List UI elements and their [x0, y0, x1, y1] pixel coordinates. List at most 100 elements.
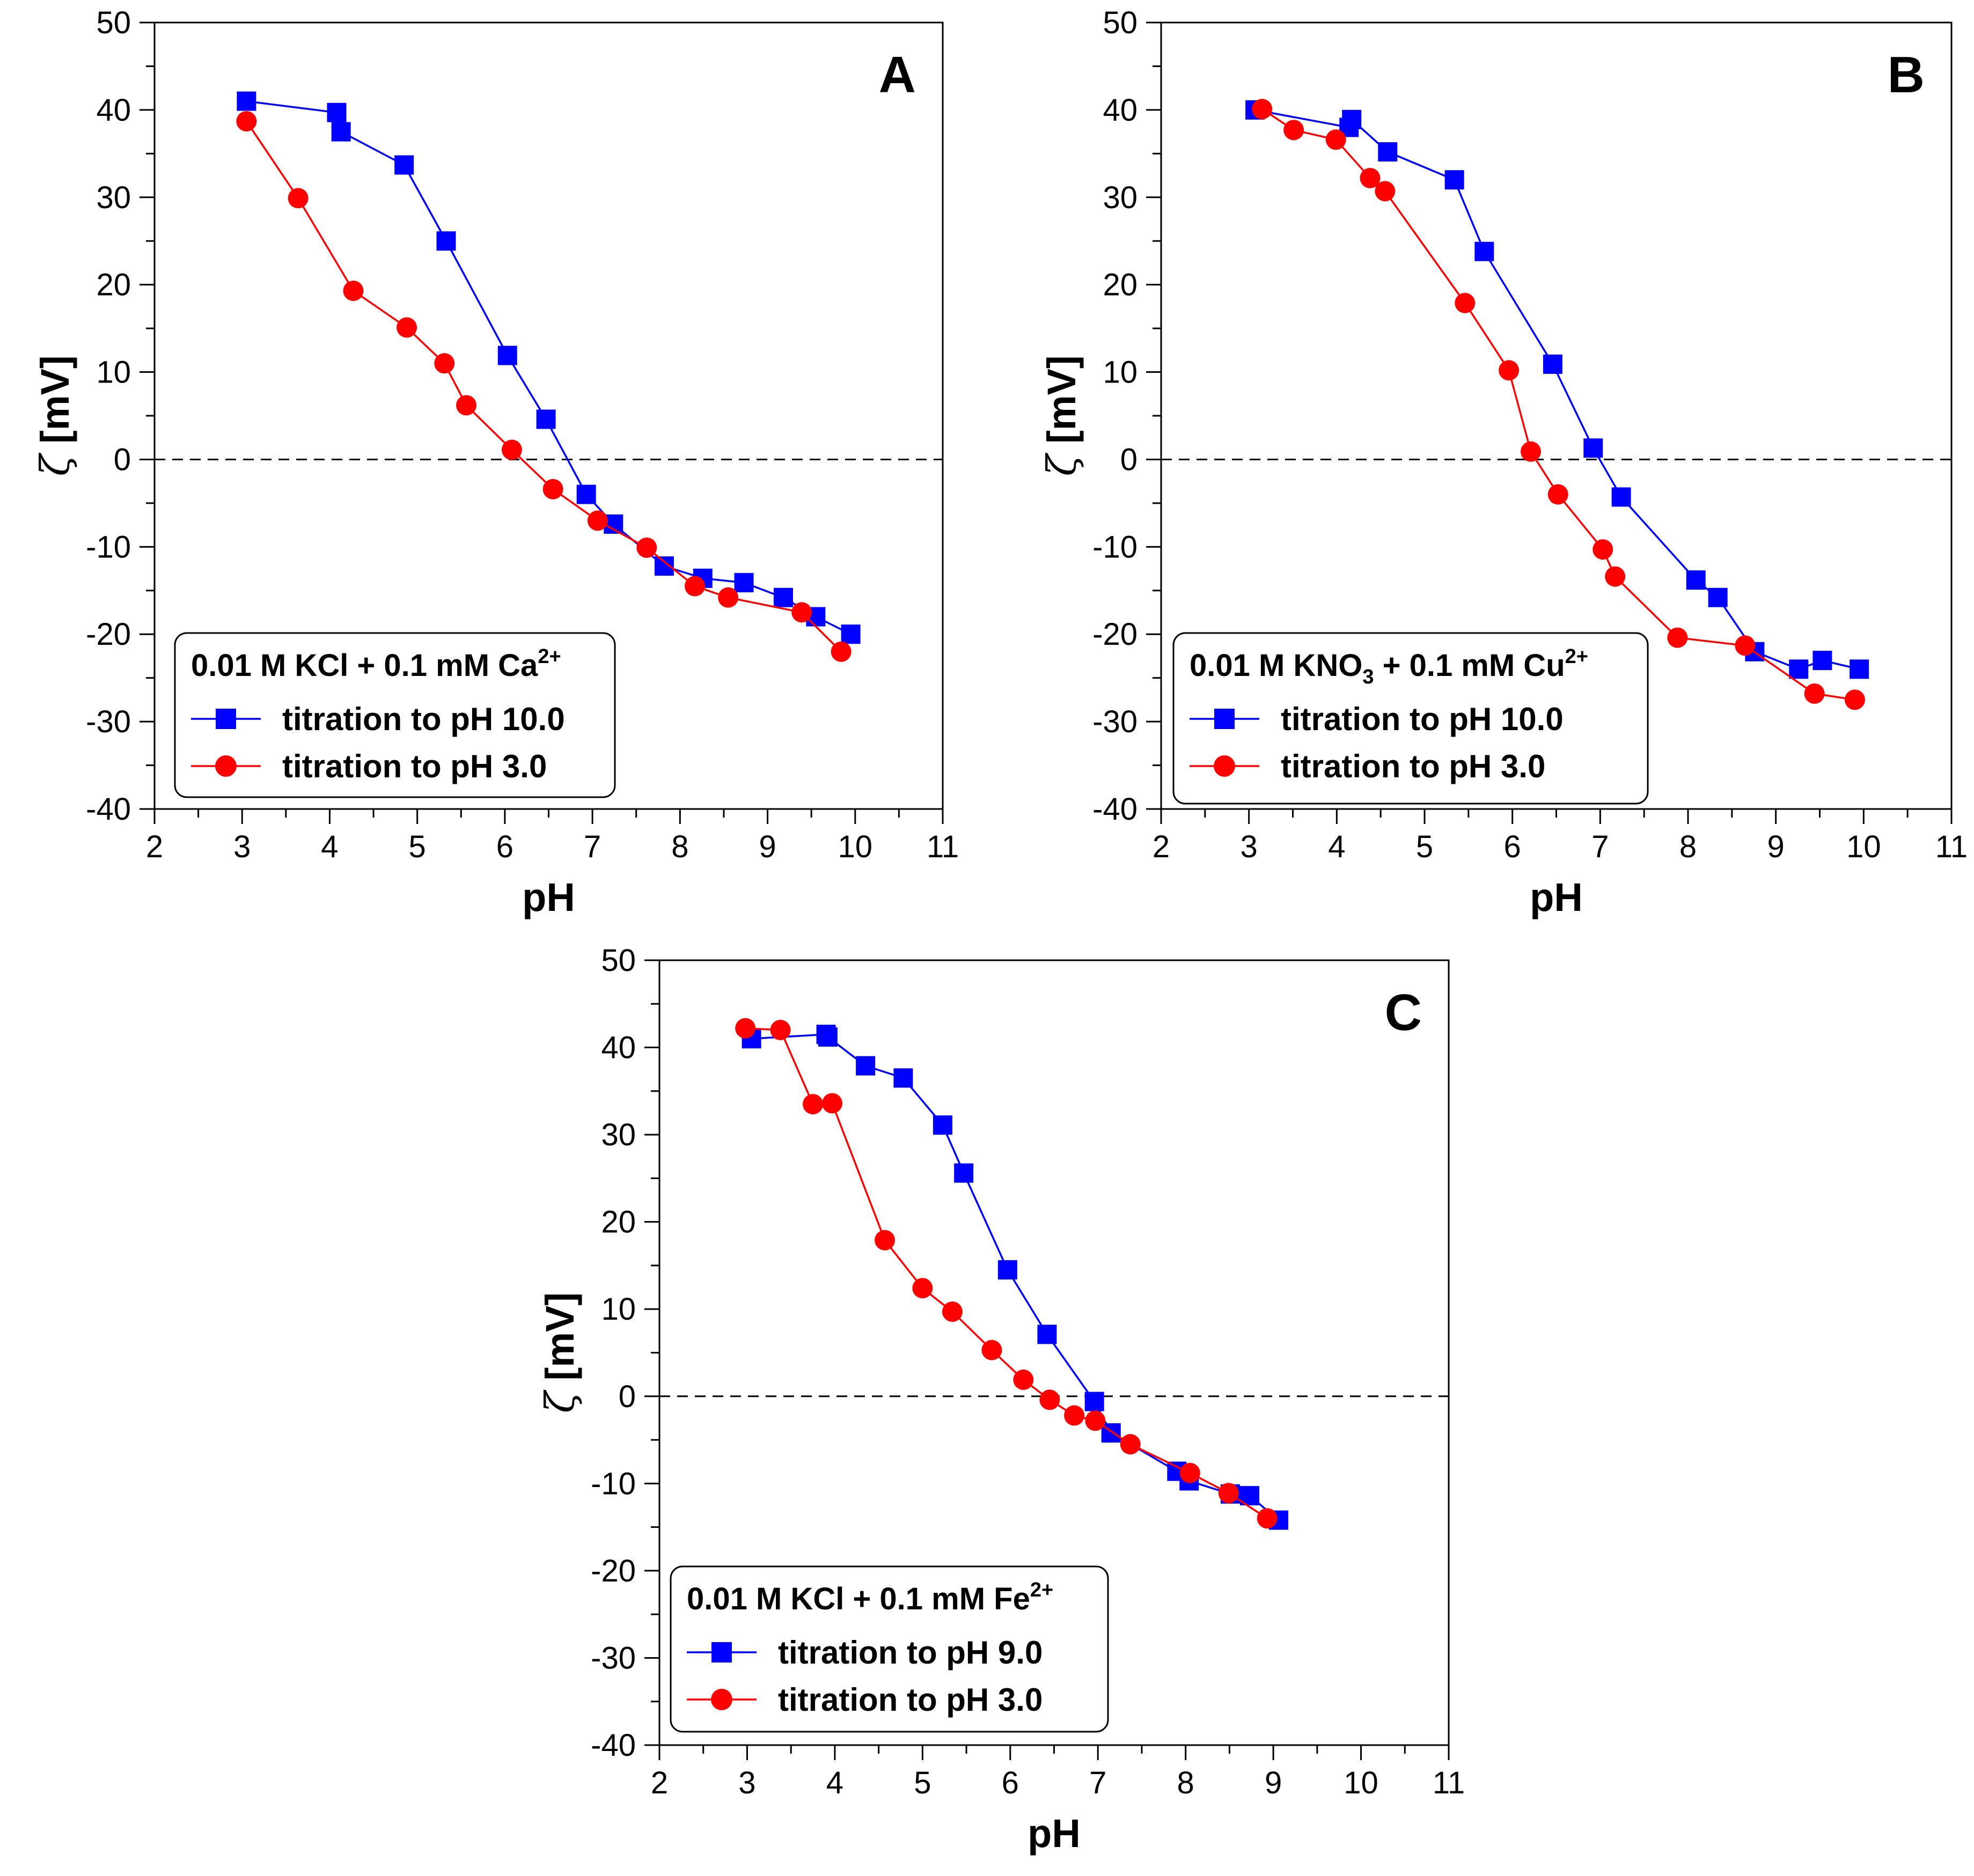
data-point-circle: [685, 576, 706, 597]
data-point-square: [1583, 438, 1603, 458]
data-point-circle: [1039, 1389, 1060, 1410]
legend-marker-square: [1214, 709, 1235, 729]
panel-letter: A: [879, 46, 916, 104]
y-tick-label: 0: [114, 442, 131, 477]
data-point-square: [818, 1027, 838, 1047]
legend-entry: titration to pH 9.0: [687, 1635, 1043, 1671]
data-point-square: [331, 122, 351, 142]
x-tick-label: 7: [584, 829, 601, 864]
y-axis-symbol: ζ: [32, 453, 78, 476]
legend-title-text: 0.01 M KCl + 0.1 mM Ca: [191, 648, 538, 683]
legend-box: 0.01 M KNO3 + 0.1 mM Cu2+ titration to pH…: [1172, 632, 1649, 805]
series-line: [245, 121, 842, 653]
legend-label: titration to pH 3.0: [282, 748, 547, 784]
y-axis-title: ζ [mV]: [1039, 355, 1085, 476]
data-point-square: [394, 155, 414, 175]
data-point-circle: [942, 1301, 963, 1322]
data-point-circle: [1179, 1462, 1200, 1483]
legend-title-subscript: 3: [1362, 666, 1374, 688]
legend-frame: [174, 632, 616, 798]
x-axis-title: pH: [522, 875, 575, 919]
data-point-circle: [912, 1278, 933, 1299]
legend-box: 0.01 M KCl + 0.1 mM Fe2+ titration to pH …: [670, 1565, 1109, 1733]
series-red: [236, 111, 852, 662]
x-tick-label: 4: [1328, 829, 1345, 864]
y-axis-title: ζ [mV]: [537, 1292, 583, 1413]
y-axis-unit: [mV]: [538, 1292, 582, 1392]
y-tick-label: 40: [601, 1031, 636, 1065]
data-point-circle: [875, 1230, 896, 1250]
x-tick-label: 4: [321, 829, 338, 864]
x-tick-label: 4: [826, 1765, 843, 1800]
data-point-circle: [1013, 1369, 1034, 1390]
y-tick-label: -30: [591, 1640, 636, 1675]
data-point-circle: [803, 1094, 824, 1115]
data-point-square: [1474, 241, 1494, 261]
y-tick-label: -20: [591, 1554, 636, 1588]
series-blue: [1245, 100, 1869, 679]
data-point-circle: [1499, 360, 1520, 381]
legend-title: 0.01 M KCl + 0.1 mM Fe2+: [687, 1579, 1053, 1616]
series-line: [1261, 108, 1855, 701]
y-tick-label: 10: [96, 355, 131, 390]
legend-frame: [1172, 632, 1649, 805]
data-point-circle: [1667, 627, 1688, 648]
series-blue: [237, 91, 861, 644]
x-tick-label: 11: [1935, 829, 1968, 864]
x-tick-label: 9: [759, 829, 776, 864]
x-tick-label: 3: [1241, 829, 1258, 864]
series-line: [246, 100, 852, 635]
x-tick-label: 11: [927, 829, 959, 864]
data-point-circle: [1455, 292, 1476, 313]
data-point-square: [1342, 109, 1362, 129]
data-point-circle: [501, 439, 522, 460]
x-tick-label: 2: [1153, 829, 1170, 864]
x-tick-label: 10: [1344, 1765, 1378, 1800]
y-tick-label: -20: [1092, 617, 1138, 652]
data-point-circle: [791, 602, 812, 623]
data-point-circle: [587, 510, 608, 531]
x-tick-label: 8: [671, 829, 688, 864]
data-point-circle: [1375, 181, 1396, 202]
data-point-square: [1686, 570, 1706, 590]
data-point-circle: [735, 1018, 756, 1039]
y-tick-label: 30: [601, 1117, 636, 1152]
y-tick-label: -40: [1092, 792, 1138, 827]
data-point-circle: [718, 587, 739, 608]
legend-title-superscript: 2+: [1030, 1579, 1053, 1601]
chart-panel-b: 2 3 4 5 6 7 8 9 10 11 -40 -30 -20 -10 0 10 20 30 40 50 pH ζ […: [1039, 5, 1968, 919]
legend-marker-square: [216, 709, 236, 729]
data-point-circle: [770, 1020, 791, 1041]
x-tick-label: 6: [1504, 829, 1521, 864]
x-tick-label: 6: [496, 829, 513, 864]
data-point-circle: [981, 1340, 1002, 1360]
data-point-circle: [831, 641, 852, 662]
data-point-square: [841, 624, 861, 644]
data-point-circle: [1325, 129, 1346, 150]
legend-title: 0.01 M KNO3 + 0.1 mM Cu2+: [1190, 645, 1588, 688]
x-tick-label: 10: [1846, 829, 1881, 864]
legend-label: titration to pH 9.0: [778, 1635, 1043, 1671]
series-red: [1252, 99, 1865, 710]
legend-marker-circle: [215, 755, 237, 777]
data-point-circle: [456, 395, 477, 416]
data-point-circle: [1735, 635, 1756, 656]
data-point-circle: [434, 353, 455, 374]
x-tick-label: 5: [914, 1765, 931, 1800]
legend-entry: titration to pH 3.0: [1190, 748, 1545, 784]
legend-frame: [670, 1565, 1109, 1733]
data-point-circle: [1605, 566, 1626, 587]
data-point-square: [734, 573, 754, 593]
x-axis-title: pH: [1028, 1811, 1081, 1856]
data-point-circle: [397, 317, 417, 338]
data-point-square: [1543, 354, 1562, 374]
y-tick-label: 0: [619, 1379, 636, 1414]
legend-label: titration to pH 3.0: [778, 1682, 1043, 1718]
y-axis-unit: [mV]: [1039, 355, 1084, 454]
data-point-square: [1708, 587, 1728, 607]
y-tick-label: 20: [601, 1205, 636, 1240]
x-tick-label: 7: [1591, 829, 1609, 864]
legend-entry: titration to pH 3.0: [191, 748, 547, 784]
data-point-circle: [1218, 1483, 1239, 1504]
x-tick-label: 9: [1767, 829, 1785, 864]
